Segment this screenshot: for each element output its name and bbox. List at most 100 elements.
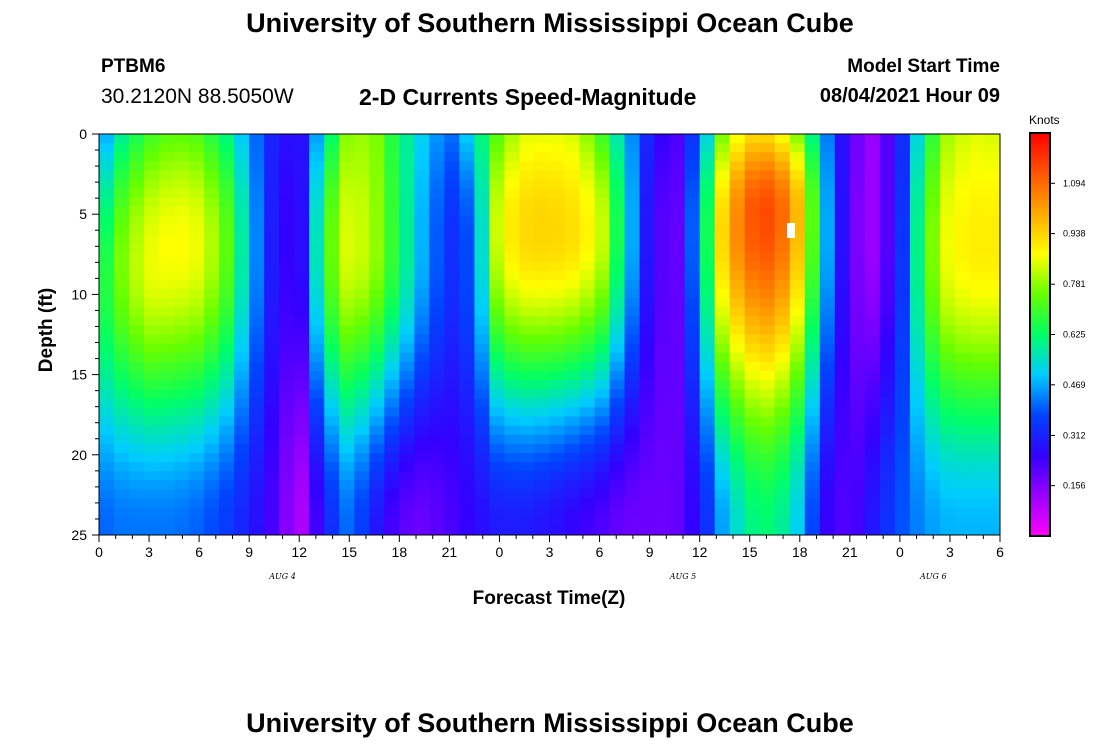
heatmap-cell	[894, 206, 911, 217]
heatmap-cell	[264, 480, 280, 491]
heatmap-cell	[909, 471, 926, 481]
heatmap-cell	[474, 480, 491, 491]
heatmap-cell	[759, 334, 776, 345]
heatmap-cell	[369, 179, 385, 190]
heatmap-cell	[564, 134, 581, 144]
heatmap-cell	[834, 343, 851, 354]
heatmap-cell	[849, 343, 866, 354]
heatmap-cell	[609, 462, 626, 472]
heatmap-cell	[159, 161, 175, 172]
heatmap-cell	[864, 298, 881, 308]
heatmap-cell	[489, 279, 506, 290]
heatmap-cell	[729, 225, 746, 235]
heatmap-cell	[969, 179, 986, 190]
heatmap-cell	[864, 452, 881, 463]
heatmap-cell	[384, 179, 400, 190]
heatmap-cell	[324, 170, 340, 181]
heatmap-cell	[204, 434, 220, 445]
heatmap-cell	[789, 480, 806, 491]
heatmap-cell	[819, 498, 836, 509]
heatmap-cell	[429, 234, 445, 244]
heatmap-cell	[204, 243, 220, 254]
heatmap-cell	[894, 316, 911, 326]
heatmap-cell	[594, 261, 611, 272]
heatmap-cell	[309, 471, 325, 481]
heatmap-cell	[459, 489, 476, 500]
heatmap-cell	[474, 298, 491, 308]
heatmap-cell	[804, 334, 821, 345]
heatmap-cell	[99, 298, 115, 308]
heatmap-cell	[189, 398, 205, 409]
heatmap-cell	[339, 416, 355, 427]
heatmap-cell	[744, 516, 761, 527]
heatmap-cell	[174, 407, 190, 418]
heatmap-cell	[909, 288, 926, 299]
heatmap-cell	[864, 489, 881, 500]
heatmap-cell	[339, 334, 355, 345]
heatmap-cell	[669, 216, 686, 226]
heatmap-cell	[429, 370, 445, 381]
heatmap-cell	[909, 252, 926, 263]
heatmap-cell	[384, 143, 400, 153]
heatmap-cell	[819, 298, 836, 308]
heatmap-cell	[819, 325, 836, 336]
y-tick-label: 0	[79, 126, 87, 142]
heatmap-cell	[984, 225, 1000, 235]
heatmap-cell	[189, 316, 205, 326]
heatmap-cell	[129, 343, 145, 354]
heatmap-cell	[234, 325, 250, 336]
heatmap-cell	[159, 443, 175, 454]
heatmap-cell	[774, 334, 791, 345]
heatmap-cell	[264, 352, 280, 363]
heatmap-cell	[489, 489, 506, 500]
heatmap-cell	[759, 307, 776, 317]
heatmap-cell	[324, 225, 340, 235]
heatmap-cell	[369, 498, 385, 509]
heatmap-cell	[819, 380, 836, 390]
heatmap-cell	[729, 197, 746, 208]
heatmap-cell	[414, 298, 430, 308]
heatmap-cell	[399, 416, 415, 427]
heatmap-cell	[774, 389, 791, 399]
heatmap-cell	[744, 179, 761, 190]
heatmap-cell	[909, 352, 926, 363]
heatmap-cell	[204, 462, 220, 472]
heatmap-cell	[309, 270, 325, 281]
heatmap-cell	[804, 134, 821, 144]
heatmap-cell	[654, 161, 671, 172]
heatmap-cell	[99, 489, 115, 500]
heatmap-cell	[849, 197, 866, 208]
heatmap-cell	[729, 188, 746, 199]
heatmap-cell	[714, 152, 731, 162]
heatmap-cell	[519, 143, 536, 153]
heatmap-cell	[639, 270, 656, 281]
heatmap-cell	[204, 206, 220, 217]
heatmap-cell	[429, 152, 445, 162]
heatmap-cell	[339, 225, 355, 235]
heatmap-cell	[99, 398, 115, 409]
heatmap-cell	[429, 298, 445, 308]
heatmap-cell	[864, 507, 881, 518]
heatmap-cell	[309, 452, 325, 463]
heatmap-cell	[249, 489, 265, 500]
heatmap-cell	[369, 398, 385, 409]
heatmap-cell	[834, 325, 851, 336]
heatmap-cell	[159, 288, 175, 299]
heatmap-cell	[789, 434, 806, 445]
heatmap-cell	[954, 179, 971, 190]
heatmap-cell	[459, 407, 476, 418]
heatmap-cell	[249, 452, 265, 463]
heatmap-cell	[459, 134, 476, 144]
heatmap-cell	[939, 398, 956, 409]
heatmap-cell	[774, 416, 791, 427]
heatmap-cell	[294, 270, 310, 281]
x-tick-label: 9	[646, 544, 654, 560]
heatmap-cell	[579, 471, 596, 481]
heatmap-cell	[324, 134, 340, 144]
heatmap-cell	[834, 507, 851, 518]
heatmap-cell	[924, 298, 941, 308]
heatmap-cell	[834, 234, 851, 244]
y-tick-label: 20	[71, 447, 87, 463]
heatmap-cell	[789, 325, 806, 336]
heatmap-cell	[504, 425, 521, 436]
